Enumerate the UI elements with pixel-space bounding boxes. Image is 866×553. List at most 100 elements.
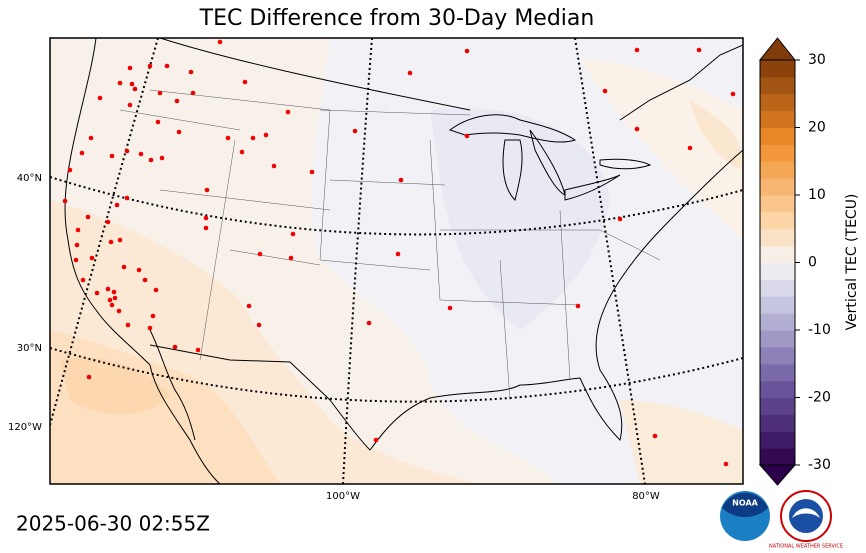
colorbar-tick-label: 30: [808, 52, 826, 68]
station: [121, 264, 127, 270]
station: [464, 48, 470, 54]
colorbar-segment: [760, 110, 795, 128]
station: [155, 119, 161, 125]
station: [634, 47, 640, 53]
station: [109, 302, 115, 308]
colorbar-segment: [760, 296, 795, 314]
station: [246, 303, 252, 309]
lon-label: 120°W: [8, 422, 42, 433]
station: [723, 461, 729, 467]
station: [395, 251, 401, 257]
colorbar-segment: [760, 60, 795, 78]
station: [86, 374, 92, 380]
station: [464, 133, 470, 139]
station: [85, 214, 91, 220]
station: [217, 39, 223, 45]
station: [164, 63, 170, 69]
lon-label: 100°W: [326, 491, 360, 502]
colorbar-segment: [760, 127, 795, 145]
station: [79, 150, 85, 156]
station: [188, 69, 194, 75]
station: [602, 88, 608, 94]
station: [687, 145, 693, 151]
station: [75, 227, 81, 233]
colorbar-segment: [760, 346, 795, 365]
station: [285, 109, 291, 115]
station: [124, 148, 130, 154]
station: [352, 128, 358, 134]
station: [147, 63, 153, 69]
station: [730, 91, 736, 97]
colorbar-tick-label: 10: [808, 187, 826, 203]
station: [157, 90, 163, 96]
colorbar-tick-label: -10: [808, 322, 831, 338]
colorbar-segment: [760, 144, 795, 162]
station: [136, 267, 142, 273]
station: [309, 169, 315, 175]
station: [116, 308, 122, 314]
station: [117, 237, 123, 243]
station: [73, 257, 79, 263]
colorbar-tick-label: 0: [808, 255, 817, 271]
station: [124, 195, 130, 201]
colorbar-segment: [760, 431, 795, 449]
station: [696, 47, 702, 53]
station: [366, 320, 372, 326]
colorbar-segment: [760, 93, 795, 112]
station: [67, 167, 73, 173]
station: [288, 255, 294, 261]
station: [147, 325, 153, 331]
station: [153, 287, 159, 293]
station: [112, 295, 118, 301]
station: [257, 251, 263, 257]
colorbar-segment: [760, 161, 795, 179]
colorbar-segment: [760, 313, 795, 331]
station: [575, 303, 581, 309]
station: [190, 90, 196, 96]
station: [111, 289, 117, 295]
map: [50, 38, 743, 484]
station: [225, 135, 231, 141]
station: [148, 157, 154, 163]
station: [250, 135, 256, 141]
station: [634, 126, 640, 132]
station: [204, 187, 210, 193]
colorbar: -30 -20 -10 0 10 20 30: [758, 37, 831, 486]
logo-text: NATIONAL WEATHER SERVICE: [769, 544, 843, 550]
colorbar-segment: [760, 76, 795, 95]
station: [407, 70, 413, 76]
station: [159, 155, 165, 161]
station: [109, 153, 115, 159]
colorbar-label: Vertical TEC (TECU): [844, 194, 860, 331]
station: [107, 297, 113, 303]
station: [176, 129, 182, 135]
station: [195, 347, 201, 353]
station: [263, 132, 269, 138]
station: [127, 65, 133, 71]
station: [398, 177, 404, 183]
station: [114, 202, 120, 208]
colorbar-segment: [760, 262, 795, 280]
station: [203, 225, 209, 231]
lat-label: 40°N: [17, 173, 42, 184]
colorbar-tick-label: -20: [808, 390, 831, 406]
lat-label: 30°N: [17, 343, 42, 354]
colorbar-segment: [760, 448, 795, 466]
station: [242, 79, 248, 85]
station: [239, 149, 245, 155]
station: [174, 98, 180, 104]
colorbar-segment: [760, 414, 795, 432]
colorbar-segment: [760, 279, 795, 297]
colorbar-segment: [760, 178, 795, 196]
station: [256, 322, 262, 328]
station: [203, 215, 209, 221]
colorbar-segment: [760, 228, 795, 247]
station: [108, 239, 114, 245]
station: [74, 242, 80, 248]
station: [132, 86, 138, 92]
colorbar-segment: [760, 211, 795, 230]
station: [617, 216, 623, 222]
colorbar-segment: [760, 330, 795, 348]
colorbar-segment: [760, 397, 795, 415]
